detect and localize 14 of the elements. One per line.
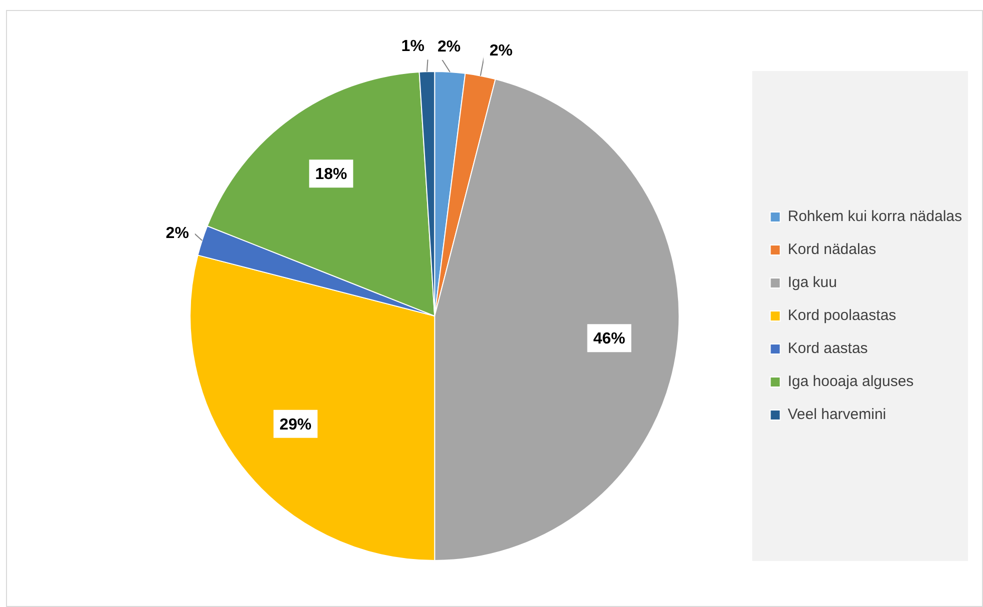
legend-label: Rohkem kui korra nädalas bbox=[788, 208, 962, 226]
legend-label: Iga hooaja alguses bbox=[788, 373, 914, 390]
legend-label: Kord nädalas bbox=[788, 241, 876, 258]
legend-label: Kord poolaastas bbox=[788, 307, 896, 324]
data-label: 29% bbox=[280, 416, 312, 434]
legend-label: Kord aastas bbox=[788, 340, 868, 358]
data-label: 1% bbox=[401, 38, 424, 56]
legend-label: Iga kuu bbox=[788, 274, 837, 292]
data-label: 18% bbox=[315, 166, 348, 183]
data-label: 46% bbox=[593, 330, 626, 348]
legend-label: Veel harvemini bbox=[788, 406, 886, 424]
data-label: 2% bbox=[438, 38, 461, 56]
data-label: 2% bbox=[166, 224, 189, 242]
data-label: 2% bbox=[490, 42, 513, 60]
